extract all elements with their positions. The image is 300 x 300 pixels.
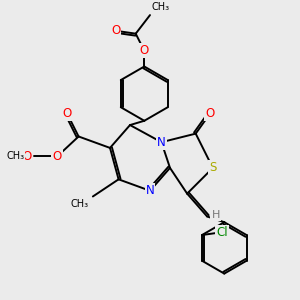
Text: N: N bbox=[157, 136, 166, 149]
Text: O: O bbox=[111, 24, 120, 37]
Text: O: O bbox=[52, 150, 62, 163]
Text: O: O bbox=[140, 44, 149, 57]
Text: O: O bbox=[206, 107, 214, 120]
Text: Cl: Cl bbox=[216, 226, 228, 239]
Text: S: S bbox=[209, 161, 217, 174]
Text: CH₃: CH₃ bbox=[7, 152, 25, 161]
Text: O: O bbox=[62, 107, 72, 120]
Text: H: H bbox=[212, 210, 220, 220]
Text: CH₃: CH₃ bbox=[152, 2, 169, 12]
Text: N: N bbox=[146, 184, 154, 197]
Text: CH₃: CH₃ bbox=[70, 199, 88, 209]
Text: O: O bbox=[22, 150, 32, 163]
